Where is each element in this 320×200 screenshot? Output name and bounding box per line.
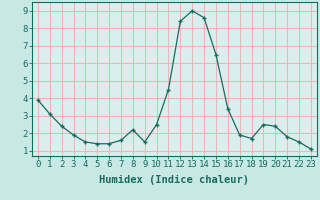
X-axis label: Humidex (Indice chaleur): Humidex (Indice chaleur)	[100, 175, 249, 185]
